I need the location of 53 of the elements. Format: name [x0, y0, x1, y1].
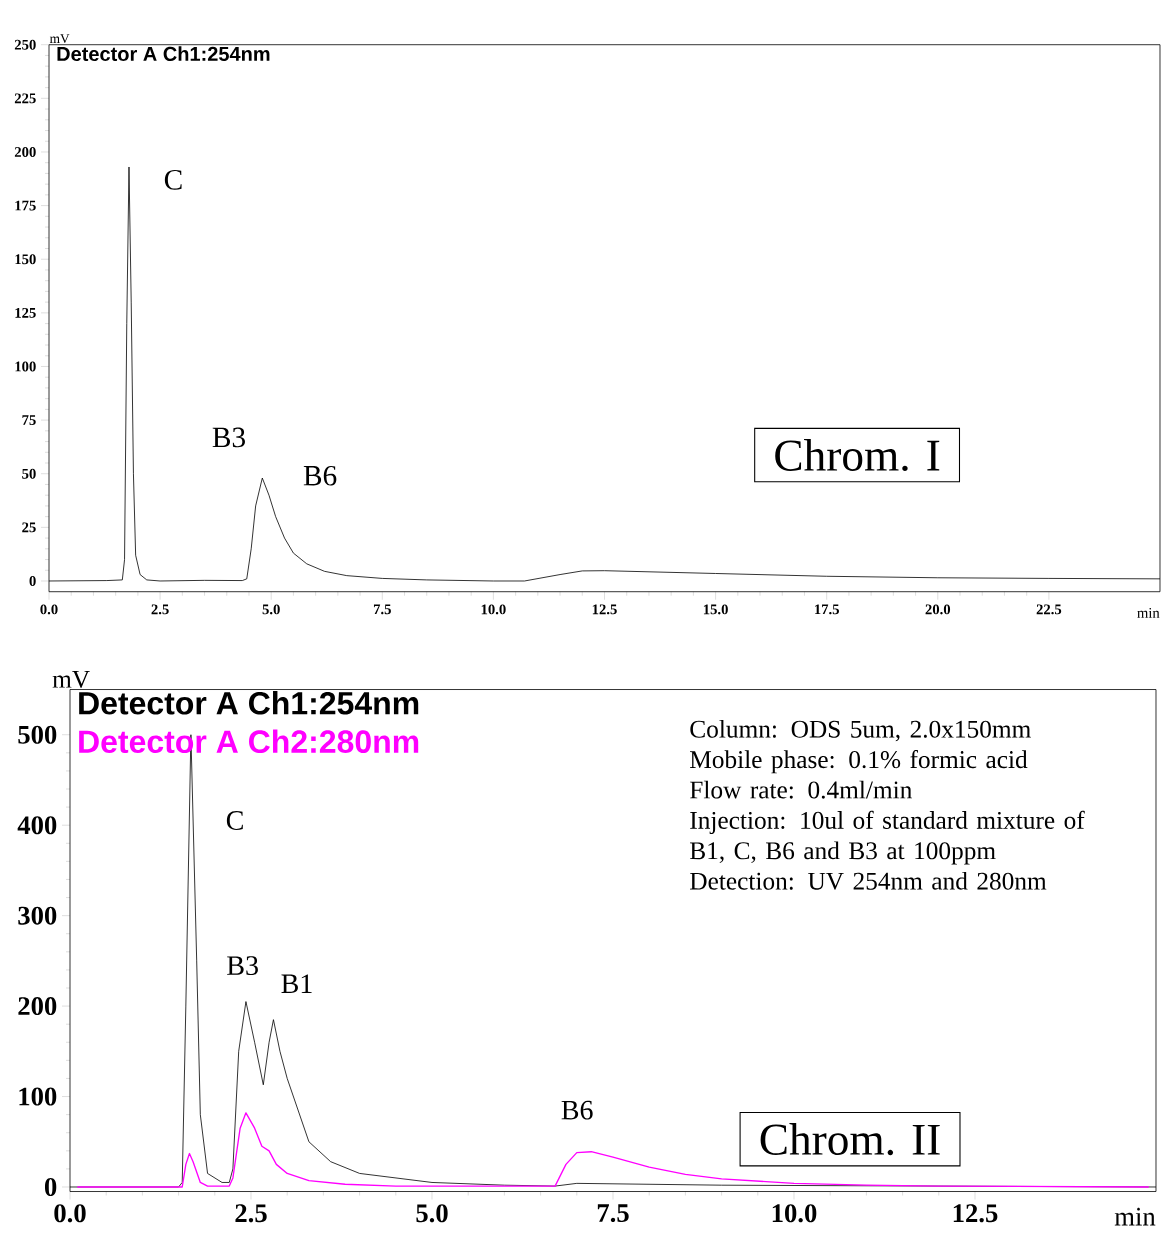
- text: Detector A Ch1:254nm: [57, 46, 270, 61]
- annotation: C: [164, 169, 182, 190]
- annotation: Mobile phase: 0.1% formic acid: [690, 750, 1028, 774]
- y-tick-label: 125: [15, 307, 36, 318]
- y-tick-label: 250: [14, 39, 36, 50]
- x-tick-label: 15.0: [703, 604, 728, 615]
- annotation: Chrom. I: [775, 439, 940, 472]
- x-axis-title: min: [1137, 607, 1160, 618]
- x-tick-label: 2.5: [151, 604, 169, 615]
- annotation: Flow rate: 0.4ml/min: [690, 780, 912, 799]
- x-tick-label: 5.0: [262, 604, 280, 615]
- y-tick-label: 500: [18, 725, 57, 744]
- x-tick-label: 7.5: [373, 604, 391, 615]
- x-tick-label: 7.5: [597, 1204, 629, 1223]
- x-tick-label: 0.0: [54, 1204, 86, 1223]
- x-tick-label: 10.0: [772, 1204, 817, 1223]
- annotation: B1: [281, 974, 312, 993]
- y-tick-label: 100: [15, 361, 36, 372]
- annotation: B3: [227, 956, 258, 976]
- x-tick-label: 5.0: [416, 1204, 448, 1223]
- y-tick-label: 200: [14, 147, 36, 157]
- y-axis-title: mV: [52, 670, 90, 688]
- y-tick-label: 200: [18, 997, 57, 1016]
- y-tick-label: 0: [29, 576, 36, 586]
- y-tick-label: 25: [22, 522, 36, 533]
- annotation: B3: [212, 427, 245, 448]
- y-tick-label: 150: [15, 254, 36, 265]
- y-tick-label: 100: [19, 1087, 57, 1106]
- x-tick-label: 0.0: [40, 604, 58, 615]
- x-tick-label: 12.5: [592, 604, 617, 615]
- annotation: Detection: UV 254nm and 280nm: [690, 871, 1047, 890]
- x-tick-label: 2.5: [235, 1204, 267, 1223]
- y-tick-label: 175: [15, 200, 36, 211]
- annotation: B6: [561, 1100, 593, 1120]
- x-tick-label: 22.5: [1036, 604, 1062, 615]
- x-tick-label: 12.5: [953, 1204, 998, 1223]
- x-tick-label: 10.0: [481, 604, 506, 615]
- annotation: Injection: 10ul of standard mixture of B1, C, B6 and B3 at 100ppm: [690, 810, 1085, 865]
- y-tick-label: 400: [17, 816, 57, 835]
- text: Detector A Ch1:254nm: [79, 691, 419, 715]
- y-tick-label: 75: [22, 415, 36, 425]
- y-tick-label: 50: [22, 468, 36, 479]
- annotation: Column: ODS 5um, 2.0x150mm: [690, 719, 1031, 742]
- annotation: Chrom. II: [760, 1123, 940, 1156]
- x-tick-label: 20.0: [925, 604, 951, 615]
- y-tick-label: 300: [18, 906, 57, 925]
- annotation: C: [226, 811, 243, 830]
- y-tick-label: 0: [44, 1178, 57, 1196]
- y-tick-label: 225: [14, 93, 36, 104]
- y-axis-title: mV: [49, 34, 70, 44]
- x-axis-title: min: [1114, 1207, 1156, 1226]
- annotation: B6: [303, 465, 337, 486]
- x-tick-label: 17.5: [815, 604, 839, 615]
